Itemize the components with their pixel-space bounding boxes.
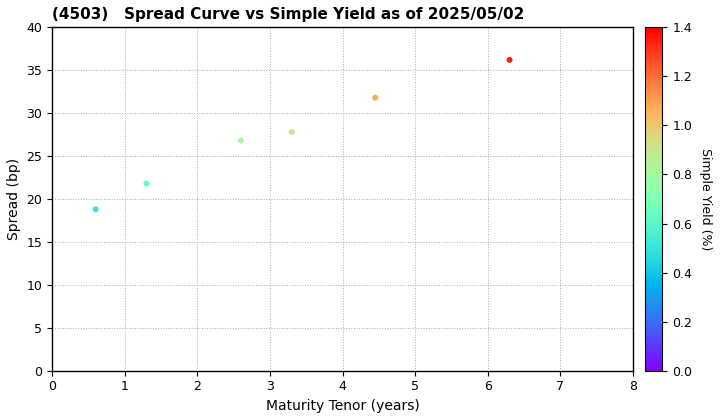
Point <box>286 129 297 135</box>
Y-axis label: Simple Yield (%): Simple Yield (%) <box>698 148 711 250</box>
Point <box>140 180 152 187</box>
Text: (4503)   Spread Curve vs Simple Yield as of 2025/05/02: (4503) Spread Curve vs Simple Yield as o… <box>52 7 524 22</box>
Point <box>235 137 247 144</box>
Point <box>504 57 516 63</box>
X-axis label: Maturity Tenor (years): Maturity Tenor (years) <box>266 399 420 413</box>
Y-axis label: Spread (bp): Spread (bp) <box>7 158 21 240</box>
Point <box>90 206 102 213</box>
Point <box>369 94 381 101</box>
